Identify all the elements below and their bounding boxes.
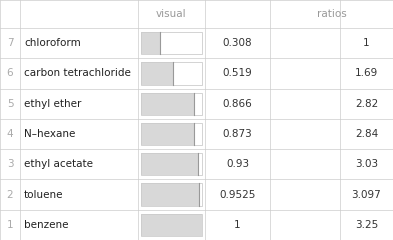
Text: 7: 7 [7,38,13,48]
Text: 4: 4 [7,129,13,139]
Bar [141,93,194,115]
Text: 0.866: 0.866 [222,99,252,109]
Text: carbon tetrachloride: carbon tetrachloride [24,68,131,78]
Text: 1.69: 1.69 [355,68,378,78]
Bar [141,32,160,54]
Text: 3.097: 3.097 [352,190,381,200]
Text: 2.82: 2.82 [355,99,378,109]
Text: 3: 3 [7,159,13,169]
Bar [141,153,198,175]
Bar [141,123,194,145]
Text: 1: 1 [363,38,370,48]
Text: 3.03: 3.03 [355,159,378,169]
Bar [141,153,202,175]
Text: ratios: ratios [317,9,346,19]
Text: visual: visual [156,9,187,19]
Text: 5: 5 [7,99,13,109]
Bar [141,93,202,115]
Text: 0.93: 0.93 [226,159,249,169]
Bar [141,183,202,206]
Text: 0.9525: 0.9525 [219,190,256,200]
Bar [141,62,173,84]
Bar [141,123,202,145]
Text: benzene: benzene [24,220,68,230]
Text: 2: 2 [7,190,13,200]
Text: 1: 1 [7,220,13,230]
Text: 3.25: 3.25 [355,220,378,230]
Bar [141,214,202,236]
Text: chloroform: chloroform [24,38,81,48]
Text: N–hexane: N–hexane [24,129,75,139]
Text: 0.308: 0.308 [223,38,252,48]
Bar [141,62,202,84]
Text: ethyl ether: ethyl ether [24,99,81,109]
Text: 0.519: 0.519 [222,68,252,78]
Bar [141,183,199,206]
Text: 1: 1 [234,220,241,230]
Text: ethyl acetate: ethyl acetate [24,159,93,169]
Bar [141,214,202,236]
Text: 0.873: 0.873 [222,129,252,139]
Bar [141,32,202,54]
Text: 2.84: 2.84 [355,129,378,139]
Text: toluene: toluene [24,190,64,200]
Text: 6: 6 [7,68,13,78]
